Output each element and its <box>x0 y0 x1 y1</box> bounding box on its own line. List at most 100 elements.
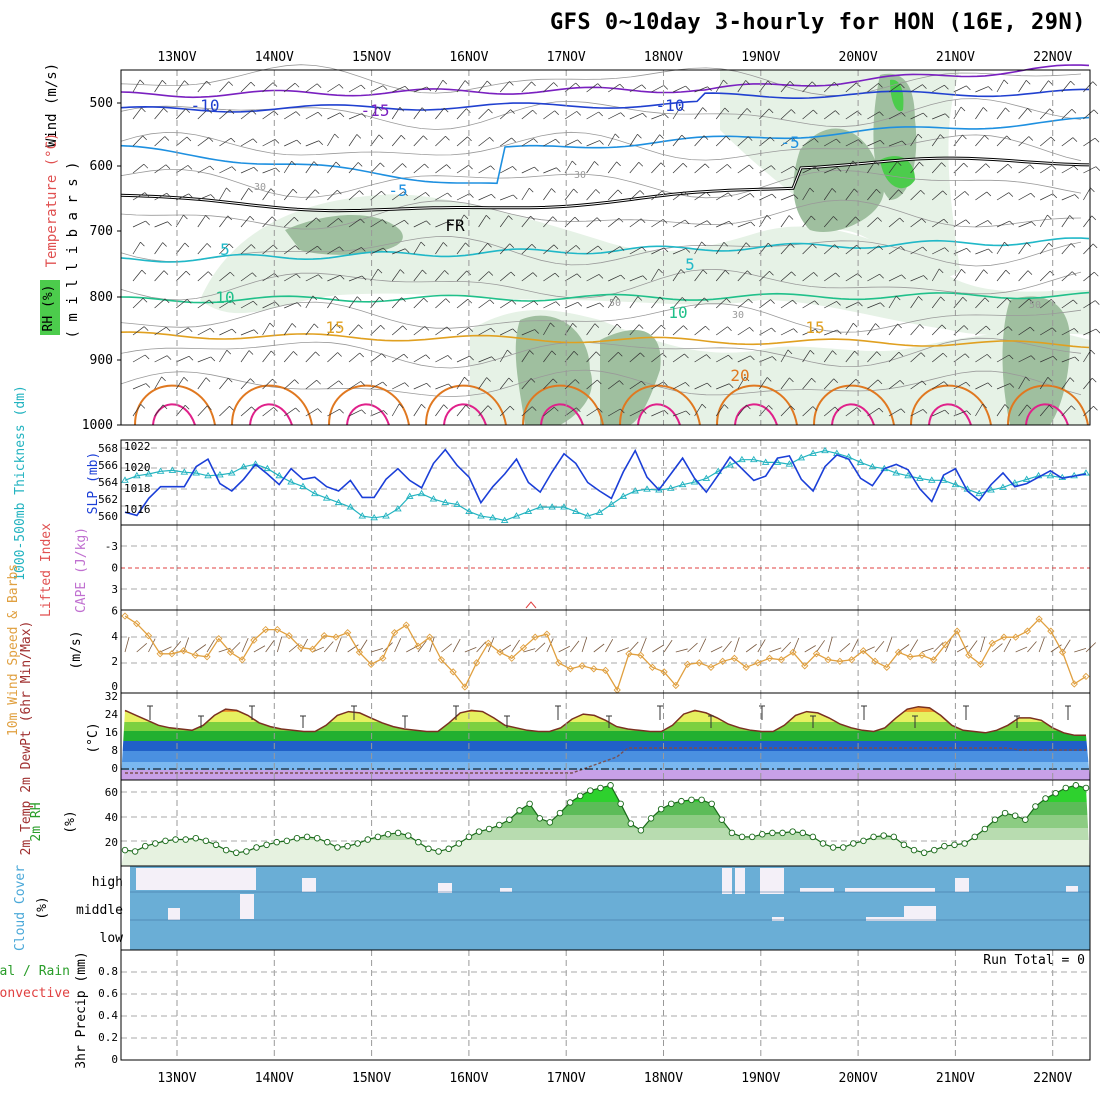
wind-barb <box>392 85 406 93</box>
thickness-marker <box>417 489 426 497</box>
rh-marker <box>941 842 948 850</box>
wind-barb-flag <box>1090 187 1095 193</box>
wind-barb <box>132 326 145 336</box>
isotherm-20 <box>522 384 604 426</box>
wind-barb <box>413 107 423 120</box>
wind-axis-label: 10m Wind Speed & Barbs <box>6 564 21 736</box>
wind-speed-marker <box>1012 633 1020 641</box>
wind-barb <box>348 190 360 201</box>
wind-barb <box>284 139 298 147</box>
wind-barb <box>197 165 211 174</box>
wind-barb-flag <box>789 81 795 86</box>
rh-marker <box>839 844 847 851</box>
wind-barb <box>1018 80 1027 93</box>
wind-barb <box>975 248 989 255</box>
rh-marker <box>1001 809 1009 817</box>
wind-barb <box>737 270 748 282</box>
wind-barb-flag <box>360 84 366 90</box>
wind-barb <box>867 323 876 336</box>
wind-barb <box>478 377 487 390</box>
wind-barb-flag <box>532 272 538 277</box>
wind-barb <box>629 352 641 363</box>
wind-barb-flag <box>162 242 167 247</box>
date-tick-bottom: 20NOV <box>839 1071 878 1086</box>
wind-barb-flag <box>637 134 642 139</box>
wind-barb-flag <box>705 191 711 197</box>
wind-speed-marker <box>297 644 305 652</box>
wind-barb-flag <box>316 379 321 385</box>
wind-barb <box>617 647 629 653</box>
wind-speed-marker <box>707 663 715 671</box>
rh-marker <box>748 833 756 841</box>
wind-barb-flag <box>572 323 577 328</box>
wind-barb-flag <box>488 271 494 276</box>
rh-contour-line <box>120 236 1082 267</box>
rh-marker <box>951 841 958 849</box>
wind-barb <box>154 108 164 120</box>
wind-barb-flag <box>530 378 536 383</box>
wind-barb <box>283 323 293 336</box>
wind-barb-flag <box>938 268 944 274</box>
wind-barb <box>1083 377 1093 390</box>
thickness-marker <box>738 455 746 463</box>
wind-barb <box>435 383 449 390</box>
wind-barb <box>262 139 276 147</box>
temp-units-label: (°C) <box>86 722 101 753</box>
wind-barb <box>802 215 812 228</box>
wind-barb-flag <box>638 162 644 167</box>
wind-barb <box>694 269 704 282</box>
wind-barb <box>197 194 211 201</box>
wind-barb <box>283 82 296 93</box>
wind-barb <box>132 298 144 309</box>
wind-barb <box>672 410 687 417</box>
rh-shade-green <box>890 79 904 112</box>
wind-barb <box>391 135 402 147</box>
wind-barb <box>802 300 815 309</box>
wind-barb <box>1018 164 1031 174</box>
wind-barb-flag <box>296 302 302 307</box>
wind-barb-flag <box>1052 193 1058 199</box>
isotherm-25 <box>540 403 584 426</box>
wind-barb-flag <box>403 191 408 197</box>
wind-barb <box>910 133 919 147</box>
wind-barb <box>694 297 705 309</box>
wind-speed-marker <box>1082 672 1090 681</box>
wind-speed-marker <box>906 653 914 661</box>
wind-barb <box>745 643 757 653</box>
thickness-tick: 568 <box>98 442 118 455</box>
wind-barb-flag <box>919 161 924 167</box>
wind-barb-flag <box>1074 356 1080 362</box>
wind-barb-flag <box>1006 298 1012 303</box>
rh-marker <box>880 832 887 839</box>
temperature-band <box>121 741 1090 751</box>
wind-barb <box>394 638 402 653</box>
wind-barb <box>698 638 707 653</box>
wind-barb <box>737 242 747 255</box>
wind-barb <box>348 352 360 363</box>
slp-axis-label: SLP (mb) <box>86 452 101 515</box>
rh-marker <box>506 816 513 823</box>
wind-barb-flag <box>966 85 971 91</box>
wind-barb <box>348 275 363 282</box>
wind-barb-flag <box>229 406 234 411</box>
date-tick-bottom: 15NOV <box>352 1071 391 1086</box>
wind-barb <box>441 643 452 653</box>
wind-barb-flag <box>704 163 710 169</box>
wind-barb-flag <box>814 300 819 306</box>
wind-barb-flag <box>901 274 906 280</box>
wind-barb <box>586 111 599 120</box>
temperature-axis-label: Temperature (°C) <box>44 133 60 268</box>
wind-barb <box>197 271 209 282</box>
cloud-cell <box>800 888 834 892</box>
wind-barb <box>154 192 168 201</box>
wind-barb-flag <box>771 193 777 199</box>
rh-marker <box>961 840 968 847</box>
wind-barb <box>651 381 664 390</box>
wind-barb <box>780 243 791 255</box>
wind-barb-flag <box>813 109 818 115</box>
wind-barb-flag <box>489 137 494 142</box>
wind-barb-flag <box>466 108 471 113</box>
wind-barb-flag <box>900 408 906 414</box>
rh-marker <box>819 840 827 847</box>
